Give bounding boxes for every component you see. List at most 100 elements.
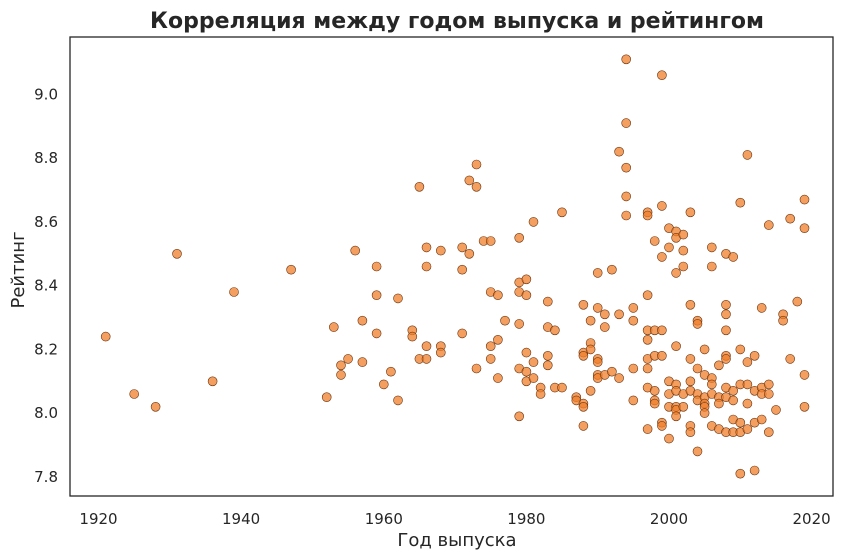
data-point-104 xyxy=(621,210,632,221)
data-point-118 xyxy=(649,236,660,246)
data-point-21 xyxy=(393,395,403,406)
data-point-98 xyxy=(614,309,624,320)
data-point-36 xyxy=(464,175,475,186)
data-point-101 xyxy=(621,118,632,128)
x-tick-label: 1980 xyxy=(507,510,545,528)
data-point-182 xyxy=(721,309,731,320)
data-point-45 xyxy=(485,354,496,364)
data-point-100 xyxy=(621,54,632,65)
data-point-66 xyxy=(542,296,553,307)
data-point-140 xyxy=(671,341,681,352)
data-point-105 xyxy=(628,303,639,313)
data-point-107 xyxy=(628,363,639,374)
data-point-123 xyxy=(649,398,660,409)
data-point-209 xyxy=(756,303,767,313)
data-point-145 xyxy=(671,411,681,422)
y-tick-label: 8.0 xyxy=(34,404,58,422)
data-point-217 xyxy=(771,405,781,415)
data-point-92 xyxy=(599,309,610,320)
x-tick-label: 1940 xyxy=(222,510,260,528)
data-point-110 xyxy=(642,210,653,221)
data-point-152 xyxy=(685,299,696,310)
data-point-223 xyxy=(799,194,810,205)
data-point-13 xyxy=(357,315,368,326)
data-point-128 xyxy=(657,350,667,361)
data-point-27 xyxy=(421,261,432,272)
data-point-26 xyxy=(421,242,432,253)
data-point-150 xyxy=(678,401,689,412)
data-point-42 xyxy=(485,236,496,246)
data-point-132 xyxy=(664,242,674,253)
data-point-38 xyxy=(471,159,482,170)
data-point-16 xyxy=(371,290,382,301)
data-point-176 xyxy=(714,360,724,371)
data-point-147 xyxy=(678,245,689,256)
data-point-113 xyxy=(642,334,653,345)
data-point-170 xyxy=(706,242,717,253)
data-point-97 xyxy=(614,146,624,157)
data-point-7 xyxy=(321,392,332,403)
data-point-200 xyxy=(742,150,753,160)
data-point-115 xyxy=(642,363,653,374)
data-point-86 xyxy=(592,268,603,278)
data-point-220 xyxy=(785,213,796,224)
data-point-204 xyxy=(742,424,753,434)
data-point-148 xyxy=(678,261,689,272)
data-point-127 xyxy=(657,325,667,336)
data-point-178 xyxy=(714,398,724,409)
data-point-48 xyxy=(493,373,503,383)
data-point-130 xyxy=(657,421,667,431)
data-point-55 xyxy=(514,411,525,422)
x-tick-label: 1960 xyxy=(365,510,403,528)
data-point-23 xyxy=(407,331,418,342)
data-point-195 xyxy=(735,344,746,355)
data-point-10 xyxy=(336,370,346,380)
data-point-81 xyxy=(578,421,589,431)
data-point-190 xyxy=(728,385,739,396)
data-point-185 xyxy=(721,354,731,364)
y-tick-label: 8.6 xyxy=(34,213,58,231)
data-point-159 xyxy=(692,319,703,329)
data-point-126 xyxy=(657,252,667,262)
data-point-222 xyxy=(792,296,803,307)
data-point-68 xyxy=(542,350,553,361)
data-point-205 xyxy=(749,350,760,361)
data-point-73 xyxy=(557,382,567,393)
data-point-70 xyxy=(550,325,560,336)
data-point-65 xyxy=(535,389,546,399)
data-point-2 xyxy=(150,401,161,412)
data-point-219 xyxy=(778,315,788,326)
data-point-14 xyxy=(357,357,368,367)
data-point-32 xyxy=(435,347,446,358)
data-point-84 xyxy=(585,344,596,355)
data-point-225 xyxy=(799,370,810,380)
ticks-layer: 1920 1940 1960 1980 2000 2020 7.8 8.0 8.2 8.4 8.6 8… xyxy=(34,85,831,528)
data-point-53 xyxy=(514,319,525,329)
data-point-85 xyxy=(585,385,596,396)
chart-title: Корреляция между годом выпуска и рейтинг… xyxy=(150,9,764,34)
data-point-28 xyxy=(421,341,432,352)
data-point-3 xyxy=(172,249,182,259)
data-point-61 xyxy=(528,217,539,227)
data-point-183 xyxy=(721,325,731,336)
data-point-202 xyxy=(742,379,753,390)
data-point-62 xyxy=(528,357,539,367)
data-point-9 xyxy=(336,360,346,371)
data-point-102 xyxy=(621,162,632,173)
data-point-99 xyxy=(614,373,624,383)
data-point-78 xyxy=(578,350,589,361)
data-point-11 xyxy=(343,354,353,364)
data-point-37 xyxy=(464,249,475,259)
data-point-5 xyxy=(229,287,239,297)
data-point-8 xyxy=(328,322,339,332)
data-point-173 xyxy=(706,379,717,390)
data-point-108 xyxy=(628,395,639,406)
data-point-197 xyxy=(735,417,746,428)
data-point-69 xyxy=(542,360,553,371)
data-point-80 xyxy=(578,401,589,412)
data-point-57 xyxy=(521,290,532,301)
data-point-24 xyxy=(414,182,425,192)
data-point-199 xyxy=(735,468,746,479)
y-tick-label: 9.0 xyxy=(34,85,58,103)
